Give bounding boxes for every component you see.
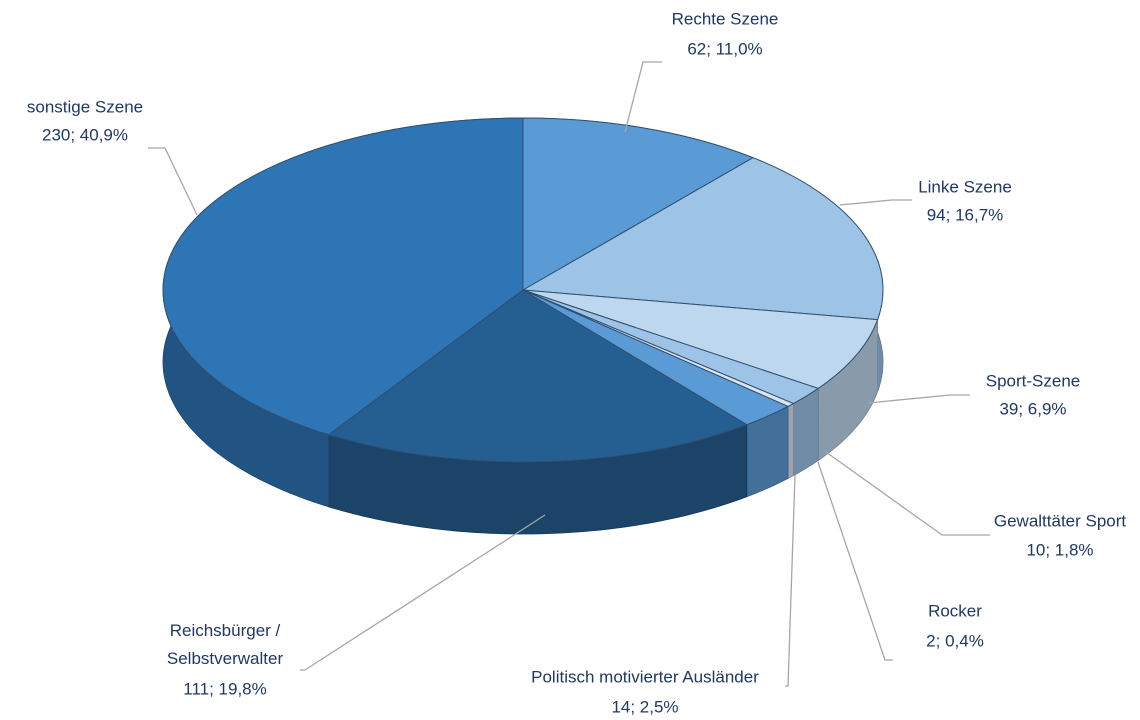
data-label-value: 2; 0,4% [926, 631, 984, 650]
data-label-name: Politisch motivierter Ausländer [531, 667, 759, 686]
leader-line [624, 61, 662, 133]
label-line: Selbstverwalter [167, 649, 284, 668]
data-label-value: 62; 11,0% [687, 39, 762, 58]
data-label-name: Gewalttäter Sport [994, 511, 1127, 530]
data-label-value: 94; 16,7% [927, 205, 1004, 224]
slice-side [787, 402, 794, 480]
data-label-value: 230; 40,9% [42, 125, 128, 144]
leader-line [300, 514, 546, 671]
leader-line [817, 461, 893, 661]
leader-line [825, 451, 990, 536]
label-line: Reichsbürger / [170, 621, 281, 640]
data-label-name: sonstige Szene [27, 97, 143, 116]
slice [522, 289, 879, 389]
leader-line [839, 199, 912, 206]
data-label-value: 111; 19,8% [183, 679, 267, 698]
data-label-name: Rocker [928, 601, 982, 620]
slice [162, 117, 524, 436]
slice [522, 117, 755, 291]
data-label-name: Reichsbürger / Selbstverwalter [167, 621, 284, 668]
slice [521, 157, 884, 321]
data-label-value: 39; 6,9% [999, 399, 1066, 418]
data-label-value: 10; 1,8% [1026, 540, 1093, 559]
slice [327, 289, 748, 463]
data-label-name: Rechte Szene [672, 9, 779, 28]
leader-line [867, 394, 970, 404]
data-label-name: Linke Szene [918, 177, 1012, 196]
leader-line [785, 474, 796, 687]
data-label-name: Sport-Szene [986, 371, 1081, 390]
data-label-value: 14; 2,5% [611, 697, 678, 716]
leader-line [148, 147, 198, 216]
